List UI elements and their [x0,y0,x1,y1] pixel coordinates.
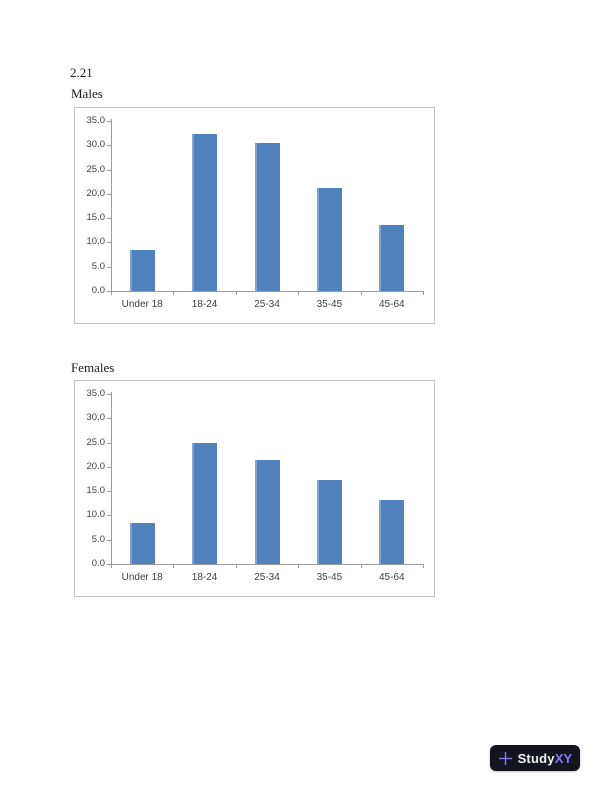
bar-35-45 [316,480,342,564]
y-axis-label: 20.0 [86,460,106,472]
y-axis-tick [107,515,111,517]
y-axis-tick [107,242,111,244]
logo-wordmark: StudyXY [518,752,573,765]
y-axis-tick [107,291,111,292]
y-axis-tick [107,266,111,268]
x-axis-tick [173,291,175,295]
y-axis-tick [107,491,111,493]
y-axis-tick [107,394,111,395]
y-axis-line [111,119,112,291]
y-axis-label: 30.0 [86,139,106,151]
bar-45-64 [379,500,405,564]
y-axis-label: 0.0 [91,558,105,569]
bar-45-64 [379,225,405,291]
x-axis-tick [111,564,112,568]
x-axis-label: 35-45 [316,299,343,310]
bar-under-18 [129,250,155,291]
y-axis-tick [107,193,111,195]
y-axis-label: 5.0 [91,260,105,272]
x-axis-tick [235,291,237,295]
x-axis-label: 35-45 [316,572,343,583]
logo-text-xy: XY [554,750,573,766]
problem-number: 2.21 [70,65,93,80]
y-axis-label: 15.0 [86,485,106,497]
plus-icon [498,751,513,766]
logo-text-study: Study [517,750,555,766]
y-axis-label: 5.0 [91,533,105,545]
males-bar-chart: 0.0 5.0 10.0 15.0 20.0 25.0 30.0 35.0 Under 18 18… [74,107,435,324]
y-axis-label: 10.0 [86,509,106,521]
y-axis-label: 0.0 [91,285,105,296]
y-axis-label: 25.0 [86,163,106,175]
x-axis-label: 25-34 [254,299,280,310]
y-axis-tick [107,145,111,147]
y-axis-tick [107,169,111,171]
y-axis-label: 35.0 [86,388,106,399]
y-axis-tick [107,539,111,541]
y-axis-label: 25.0 [86,436,106,448]
studyxy-logo: StudyXY [490,745,580,771]
y-axis-line [111,392,112,564]
x-axis-tick [423,291,424,295]
x-axis-tick [298,291,300,295]
x-axis-label: Under 18 [121,299,163,310]
x-axis-tick [360,291,362,295]
y-axis-tick [107,466,111,468]
x-axis-tick [298,564,300,568]
x-axis-tick [111,291,112,295]
y-axis-tick [107,564,111,565]
x-axis-line [111,564,424,565]
y-axis-label: 20.0 [86,187,106,199]
x-axis-label: 45-64 [379,299,405,310]
bar-18-24 [192,443,218,564]
x-axis-line [111,291,424,292]
y-axis-label: 15.0 [86,212,106,224]
y-axis-tick [107,218,111,220]
males-chart-title: Males [71,86,103,101]
bar-25-34 [254,460,280,564]
x-axis-label: 18-24 [191,299,218,310]
females-chart-title: Females [71,360,115,375]
y-axis-label: 10.0 [86,236,106,248]
y-axis-label: 30.0 [86,412,106,424]
bar-under-18 [129,522,155,564]
x-axis-tick [423,564,424,568]
x-axis-tick [173,564,175,568]
x-axis-label: 18-24 [191,572,218,583]
females-bar-chart: 0.0 5.0 10.0 15.0 20.0 25.0 30.0 35.0 Under 18 18… [74,380,435,597]
bar-35-45 [316,187,342,291]
x-axis-tick [360,564,362,568]
y-axis-tick [107,121,111,122]
bar-18-24 [192,134,218,291]
y-axis-tick [107,442,111,444]
x-axis-label: 25-34 [254,572,280,583]
y-axis-tick [107,418,111,420]
y-axis-label: 35.0 [86,115,106,126]
bar-25-34 [254,143,280,291]
x-axis-label: 45-64 [379,572,405,583]
x-axis-label: Under 18 [121,572,163,583]
x-axis-tick [235,564,237,568]
